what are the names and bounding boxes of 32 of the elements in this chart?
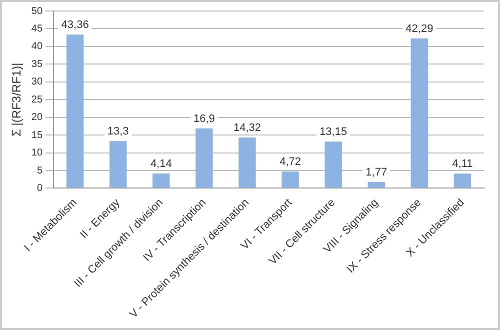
data-label: 4,11 [452,158,473,170]
bar [196,128,213,188]
bar [368,182,385,188]
bar [324,142,342,188]
bar [454,174,472,188]
y-tick-label: 20 [31,112,43,124]
y-axis-title: Σ |(RF3/RF1)| [10,62,24,136]
data-label: 4,14 [150,158,172,170]
y-tick-label: 40 [31,41,43,52]
bar [109,141,127,188]
data-label: 42,29 [406,22,434,35]
data-label: 13,3 [107,126,129,138]
y-tick-label: 0 [36,182,43,194]
bar [152,174,170,188]
y-tick-label: 30 [31,76,43,88]
y-tick-label: 50 [31,6,43,17]
data-label: 43,36 [61,19,89,32]
y-tick-label: 15 [31,130,43,141]
data-label: 14,32 [233,122,262,134]
y-tick-label: 25 [31,94,43,106]
y-tick-label: 35 [31,58,43,70]
y-tick-label: 5 [36,165,43,176]
bar [238,137,256,188]
bar [282,172,299,188]
y-tick-label: 10 [31,148,43,159]
bar [410,38,428,188]
y-tick-label: 45 [31,23,43,34]
data-label: 4,72 [280,156,301,168]
data-label: 1,77 [366,166,388,178]
data-label: 13,15 [320,126,348,138]
data-label: 16,9 [193,112,215,125]
bar [66,34,84,188]
